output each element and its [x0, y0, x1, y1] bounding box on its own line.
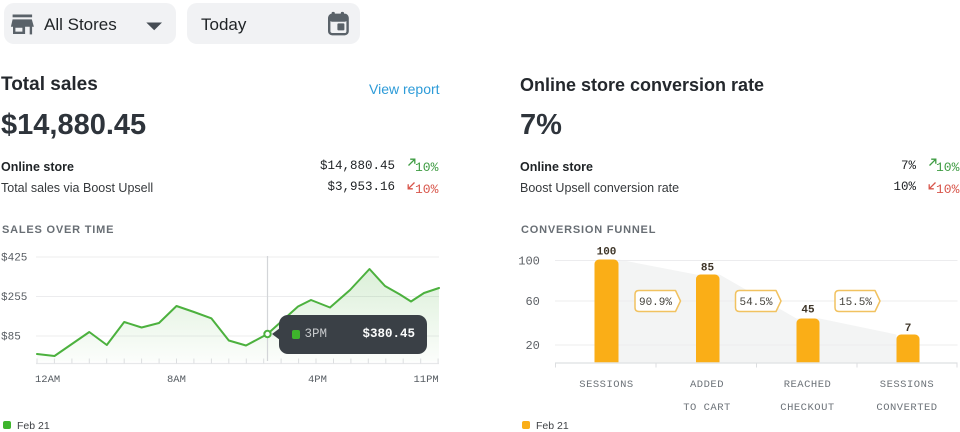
svg-text:54.5%: 54.5%	[739, 297, 772, 309]
svg-text:12AM: 12AM	[35, 374, 60, 386]
svg-text:20: 20	[525, 339, 539, 353]
svg-text:$255: $255	[1, 292, 27, 304]
svg-text:SESSIONS: SESSIONS	[880, 379, 934, 391]
svg-text:REACHED: REACHED	[784, 379, 832, 391]
svg-text:8AM: 8AM	[167, 374, 186, 386]
svg-text:100: 100	[597, 247, 617, 259]
svg-text:15.5%: 15.5%	[839, 297, 872, 309]
svg-text:SESSIONS: SESSIONS	[579, 379, 633, 391]
svg-text:85: 85	[701, 263, 715, 275]
svg-text:100: 100	[518, 255, 540, 269]
svg-text:45: 45	[801, 305, 815, 317]
svg-text:4PM: 4PM	[308, 374, 327, 386]
svg-text:11PM: 11PM	[414, 374, 439, 386]
svg-text:$425: $425	[1, 253, 27, 265]
svg-text:ADDED: ADDED	[690, 379, 724, 391]
svg-text:TO CART: TO CART	[683, 402, 731, 414]
svg-text:CONVERTED: CONVERTED	[876, 402, 937, 414]
svg-text:7: 7	[905, 323, 912, 335]
svg-text:$85: $85	[1, 332, 21, 344]
svg-text:90.9%: 90.9%	[639, 297, 672, 309]
svg-text:60: 60	[525, 295, 539, 309]
svg-text:CHECKOUT: CHECKOUT	[780, 402, 834, 414]
